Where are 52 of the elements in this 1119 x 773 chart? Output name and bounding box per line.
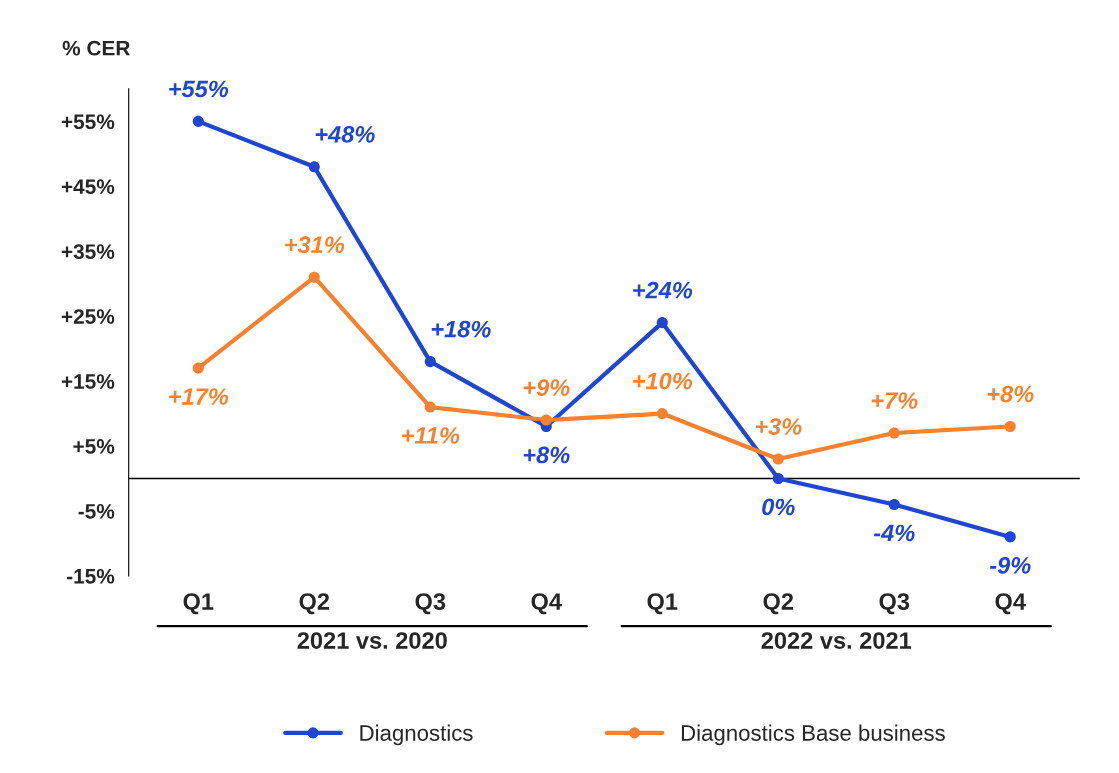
- legend-label: Diagnostics Base business: [681, 724, 945, 746]
- data-label: +55%: [169, 80, 229, 98]
- point: [772, 453, 784, 465]
- data-label: +3%: [755, 418, 802, 435]
- data-label: +18%: [431, 320, 491, 338]
- x-tick-label: Q1: [183, 593, 214, 615]
- point: [192, 362, 204, 374]
- data-label: +10%: [633, 372, 693, 390]
- x-tick-label: Q4: [995, 593, 1026, 615]
- y-tick-label: +55%: [61, 114, 115, 130]
- x-tick-label: Q2: [763, 593, 794, 615]
- y-tick-label: -15%: [66, 568, 115, 584]
- x-tick-label: Q2: [299, 593, 330, 615]
- y-tick-label: +15%: [61, 374, 115, 389]
- x-tick-label: Q3: [415, 593, 446, 615]
- point: [656, 408, 668, 420]
- y-axis-title: % CER: [62, 40, 130, 56]
- x-tick-label: Q4: [531, 593, 562, 615]
- y-tick-label: +5%: [73, 439, 115, 454]
- point: [1004, 420, 1016, 433]
- data-label: +9%: [523, 379, 570, 396]
- data-label: +31%: [285, 236, 345, 254]
- data-label: +7%: [871, 392, 918, 409]
- point: [888, 427, 900, 439]
- data-label: +48%: [315, 125, 375, 143]
- data-label: +8%: [987, 385, 1034, 403]
- data-label: -4%: [873, 524, 915, 542]
- data-label: -9%: [989, 556, 1031, 574]
- point: [1004, 531, 1016, 543]
- point: [308, 161, 320, 173]
- data-label: +8%: [523, 446, 570, 464]
- y-tick-label: +45%: [61, 179, 115, 195]
- data-label: +24%: [633, 281, 693, 299]
- text: 2021 vs. 2020: [297, 632, 447, 649]
- point: [192, 115, 204, 127]
- y-tick-label: +35%: [61, 244, 115, 260]
- text: 2022 vs. 2021: [761, 632, 912, 649]
- point: [540, 414, 552, 426]
- x-tick-label: Q1: [647, 593, 678, 615]
- data-label: +17%: [169, 388, 229, 405]
- point: [656, 317, 668, 329]
- y-tick-label: -5%: [78, 504, 115, 519]
- point: [424, 401, 436, 413]
- point: [772, 472, 784, 485]
- x-tick-label: Q3: [879, 593, 910, 615]
- point: [424, 356, 436, 368]
- data-label: 0%: [762, 498, 795, 516]
- point: [888, 498, 900, 511]
- y-tick-label: +25%: [61, 309, 115, 324]
- legend-label: Diagnostics: [360, 724, 473, 746]
- point: [308, 271, 320, 283]
- data-label: +11%: [402, 427, 460, 444]
